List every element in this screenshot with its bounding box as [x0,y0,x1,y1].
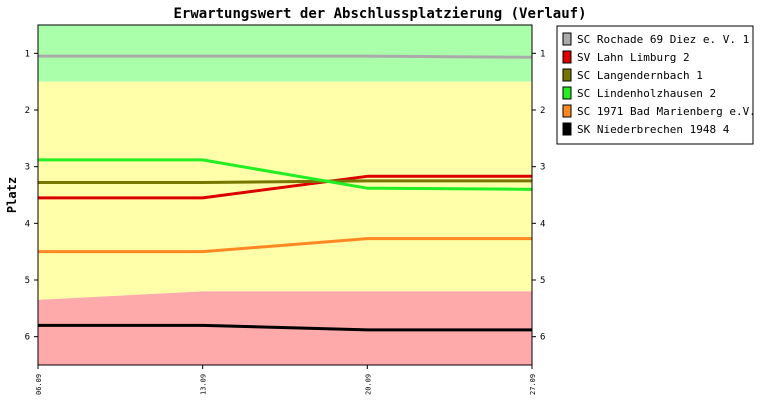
legend-label: SC Langendernbach 1 [577,69,703,82]
series-line-1 [38,174,532,200]
y-tick-label-left: 2 [25,106,30,116]
chart-title: Erwartungswert der Abschlussplatzierung … [173,6,586,22]
y-tick-label-right: 4 [540,219,545,229]
x-axis: 06.09 13.09 20.09 27.09 [35,365,537,395]
legend-swatch [562,32,572,46]
y-tick-label-right: 2 [540,106,545,116]
y-tick-label-right: 3 [540,163,545,173]
legend-swatch [562,68,572,82]
series-line-3 [38,158,533,191]
y-tick-label-right: 5 [540,276,545,286]
series-lines [38,54,533,332]
series-line-2 [38,179,532,185]
y-tick-label-left: 5 [25,276,30,286]
x-tick-label: 27.09 [529,374,537,395]
series-line-5 [38,323,532,332]
y-tick-label-left: 3 [25,163,30,173]
band-0 [38,25,532,82]
legend-swatch [562,86,572,100]
x-tick-label: 20.09 [364,374,372,395]
legend-label: SC Rochade 69 Diez e. V. 1 [577,33,749,46]
legend-swatch [562,104,572,118]
legend-label: SV Lahn Limburg 2 [577,51,690,64]
band-1 [38,81,532,300]
x-tick-label: 06.09 [35,374,43,395]
y-tick-label-left: 6 [25,333,30,343]
x-tick-label: 13.09 [200,374,208,395]
legend-box [556,25,754,145]
series-line-0 [38,54,533,59]
placement-bands [38,25,532,365]
y-tick-label-left: 4 [25,219,30,229]
legend-swatch [562,122,572,136]
legend-label: SK Niederbrechen 1948 4 [577,123,730,136]
y-tick-label-left: 1 [25,49,30,59]
series-line-4 [38,237,532,254]
legend-label: SC 1971 Bad Marienberg e.V. 1 [577,105,760,118]
y-tick-label-right: 6 [540,333,545,343]
legend: SC Rochade 69 Diez e. V. 1 SV Lahn Limbur… [556,25,760,145]
y-tick-label-right: 1 [540,49,545,59]
y-axis-label: Platz [5,177,19,213]
legend-label: SC Lindenholzhausen 2 [577,87,716,100]
y-axis-right: 1 2 3 4 5 6 [531,25,545,365]
y-axis-left: 1 2 3 4 5 6 [25,25,39,365]
legend-swatch [562,50,572,64]
